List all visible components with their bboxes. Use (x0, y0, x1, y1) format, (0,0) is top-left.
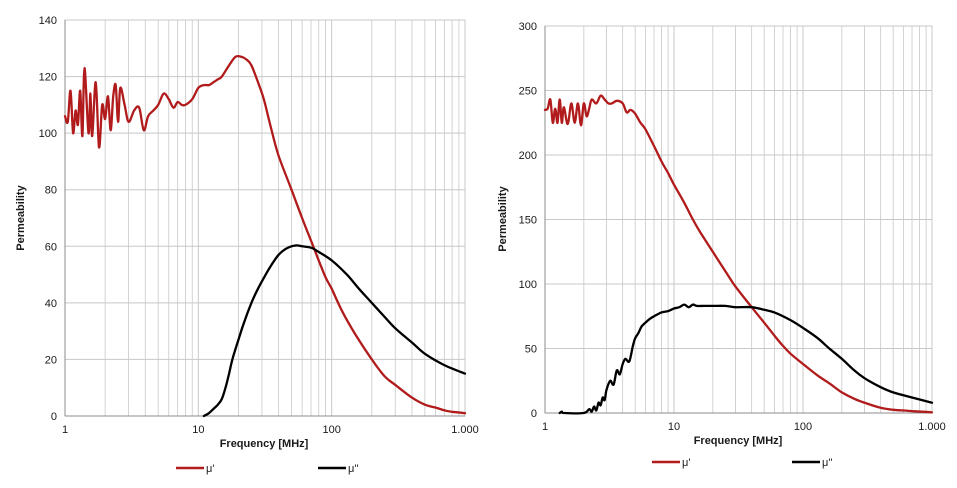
x-axis-title: Frequency [MHz] (220, 438, 309, 450)
y-tick-label: 150 (519, 215, 537, 227)
y-tick-label: 100 (39, 128, 57, 140)
y-tick-label: 20 (45, 354, 57, 366)
x-tick-label: 10 (668, 421, 680, 433)
y-tick-label: 60 (45, 241, 57, 253)
x-tick-label: 100 (794, 421, 812, 433)
y-tick-label: 50 (525, 344, 537, 356)
x-tick-label: 10 (192, 424, 204, 436)
y-tick-label: 200 (519, 150, 537, 162)
y-tick-label: 80 (45, 185, 57, 197)
y-axis-title: Permeability (497, 185, 509, 251)
mu-prime-line (543, 94, 934, 414)
mu-prime-line (63, 54, 467, 415)
permeability-chart-left: 0 20 40 60 80 100 120 140 1 10 100 1.000 Frequency… (15, 15, 479, 475)
x-tick-label: 1 (542, 421, 548, 433)
x-tick-label: 100 (322, 424, 340, 436)
y-tick-label: 100 (519, 279, 537, 291)
y-tick-label: 0 (531, 408, 537, 420)
legend: μ' μ'' (176, 463, 359, 475)
y-tick-label: 250 (519, 86, 537, 98)
legend-label-mu-double-prime: μ'' (348, 463, 359, 475)
x-tick-label: 1 (62, 424, 68, 436)
y-tick-label: 140 (39, 15, 57, 27)
y-tick-label: 40 (45, 298, 57, 310)
mu-double-prime-line (558, 303, 934, 415)
y-tick-label: 300 (519, 21, 537, 33)
y-axis-title: Permeability (15, 184, 27, 250)
legend-label-mu-prime: μ' (206, 463, 214, 475)
legend-label-mu-double-prime: μ'' (822, 457, 833, 469)
x-axis-title: Frequency [MHz] (694, 435, 783, 447)
permeability-chart-right: 0 50 100 150 200 250 300 1 10 100 1.000 Frequency… (497, 21, 946, 469)
mu-double-prime-line (202, 244, 467, 418)
x-tick-label: 1.000 (918, 421, 946, 433)
x-tick-label: 1.000 (451, 424, 479, 436)
y-tick-label: 0 (51, 411, 57, 423)
y-tick-label: 120 (39, 72, 57, 84)
legend-label-mu-prime: μ' (682, 457, 690, 469)
legend: μ' μ'' (652, 457, 833, 469)
